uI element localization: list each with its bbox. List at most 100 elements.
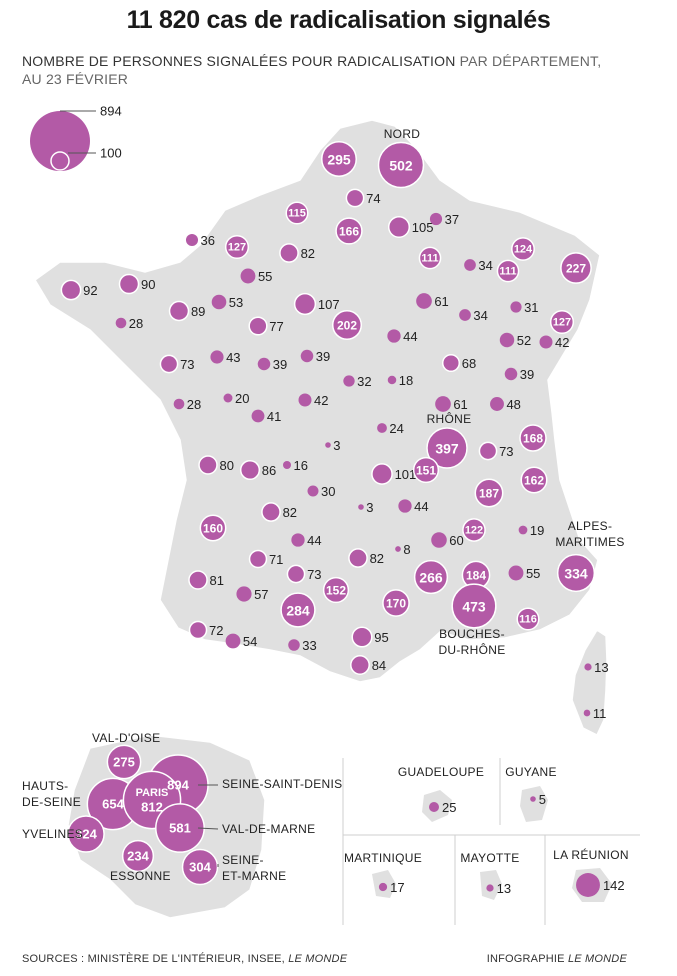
subtitle-light: PAR DÉPARTEMENT, [455, 53, 602, 69]
idf-dept-label: YVELINES [22, 827, 83, 841]
department-bubble [377, 141, 425, 189]
department-value: 44 [414, 499, 428, 514]
department-value: 24 [389, 421, 403, 436]
department-value: 71 [269, 552, 283, 567]
department-value: 111 [499, 266, 516, 278]
department-value: 116 [519, 614, 537, 626]
department-value: 36 [201, 233, 215, 248]
department-value: 82 [370, 551, 384, 566]
department-bubble [279, 243, 299, 263]
department-value: 60 [449, 533, 463, 548]
department-bubble [188, 570, 208, 590]
department-value: 127 [228, 242, 246, 254]
department-value: 82 [301, 246, 315, 261]
department-value: 152 [326, 584, 346, 598]
department-value: 266 [419, 570, 443, 586]
department-bubble [499, 332, 515, 348]
department-bubble [261, 502, 281, 522]
idf-value: 654 [102, 797, 124, 812]
idf-value: 894 [167, 778, 189, 793]
department-bubble [188, 620, 208, 640]
department-value: 334 [564, 566, 588, 582]
outremer-bubble [378, 882, 388, 892]
department-bubble [224, 234, 250, 260]
department-value: 81 [210, 573, 224, 588]
outremer-islands [372, 786, 612, 902]
department-bubble [239, 459, 261, 481]
department-bubble [464, 259, 476, 271]
department-bubble [441, 353, 461, 373]
department-value: 61 [453, 397, 467, 412]
department-bubble [288, 639, 300, 651]
department-bubble [331, 309, 363, 341]
department-value: 127 [553, 317, 571, 329]
department-bubble [335, 217, 363, 245]
department-bubble [350, 655, 370, 675]
idf-bubble [121, 839, 155, 873]
department-value: 84 [372, 658, 386, 673]
legend-max-label: 894 [100, 104, 122, 119]
department-bubble [560, 252, 592, 284]
idf-value: 234 [127, 849, 149, 864]
department-name-label: RHÔNE [427, 411, 472, 426]
department-value: 44 [403, 329, 417, 344]
department-bubble [286, 564, 306, 584]
department-bubble [462, 518, 486, 542]
department-bubble [398, 499, 412, 513]
outremer-value: 25 [442, 800, 456, 815]
department-value: 184 [466, 569, 486, 583]
department-bubble [508, 565, 524, 581]
department-bubble [321, 141, 357, 177]
department-value: 34 [473, 308, 487, 323]
department-bubble [387, 375, 397, 385]
department-bubble [451, 583, 497, 629]
sources-footer: SOURCES : MINISTÈRE DE L'INTÉRIEUR, INSE… [22, 953, 347, 965]
outremer-value: 17 [390, 880, 404, 895]
department-value: 115 [288, 208, 306, 220]
department-value: 11 [593, 706, 607, 721]
department-value: 122 [465, 525, 483, 537]
bouches-du-rhone-label: DU-RHÔNE [438, 642, 505, 657]
subtitle-date: AU 23 FÉVRIER [22, 71, 129, 87]
department-value: 43 [226, 350, 240, 365]
department-value: 39 [520, 367, 534, 382]
department-value: 55 [526, 566, 540, 581]
department-bubble [223, 393, 233, 403]
credit-prefix: INFOGRAPHIE [486, 953, 568, 965]
department-bubble [358, 504, 364, 510]
department-value: 73 [180, 357, 194, 372]
department-bubble [298, 393, 312, 407]
department-value: 105 [412, 220, 434, 235]
department-bubble [225, 633, 241, 649]
department-bubble [520, 466, 548, 494]
department-bubble [387, 215, 411, 239]
department-name-label: NORD [384, 127, 421, 141]
department-value: 187 [479, 487, 499, 501]
mainland-france-shape [34, 119, 601, 683]
department-value: 151 [416, 464, 436, 478]
department-bubble [115, 317, 127, 329]
department-value: 42 [555, 335, 569, 350]
department-bubble [257, 357, 271, 371]
department-bubble [248, 549, 268, 569]
department-bubble [395, 546, 401, 552]
department-value: 101 [395, 467, 417, 482]
department-value: 28 [129, 316, 143, 331]
department-bubble [198, 455, 218, 475]
department-value: 92 [83, 283, 97, 298]
outremer-bubble [576, 873, 600, 897]
credit-italic: LE MONDE [567, 953, 627, 965]
sources-prefix: SOURCES : MINISTÈRE DE L'INTÉRIEUR, INSE… [22, 953, 289, 965]
department-value: 37 [445, 212, 459, 227]
idf-dept-label: VAL-D'OISE [92, 731, 160, 745]
department-bubble [516, 607, 540, 631]
department-value: 227 [566, 262, 586, 276]
department-bubble [325, 442, 331, 448]
department-bubble [549, 309, 575, 335]
subtitle: NOMBRE DE PERSONNES SIGNALÉES POUR RADIC… [22, 52, 622, 88]
department-value: 30 [321, 484, 335, 499]
department-value: 33 [302, 638, 316, 653]
department-bubble [556, 553, 596, 593]
department-bubble [382, 589, 410, 617]
department-bubble [168, 300, 190, 322]
